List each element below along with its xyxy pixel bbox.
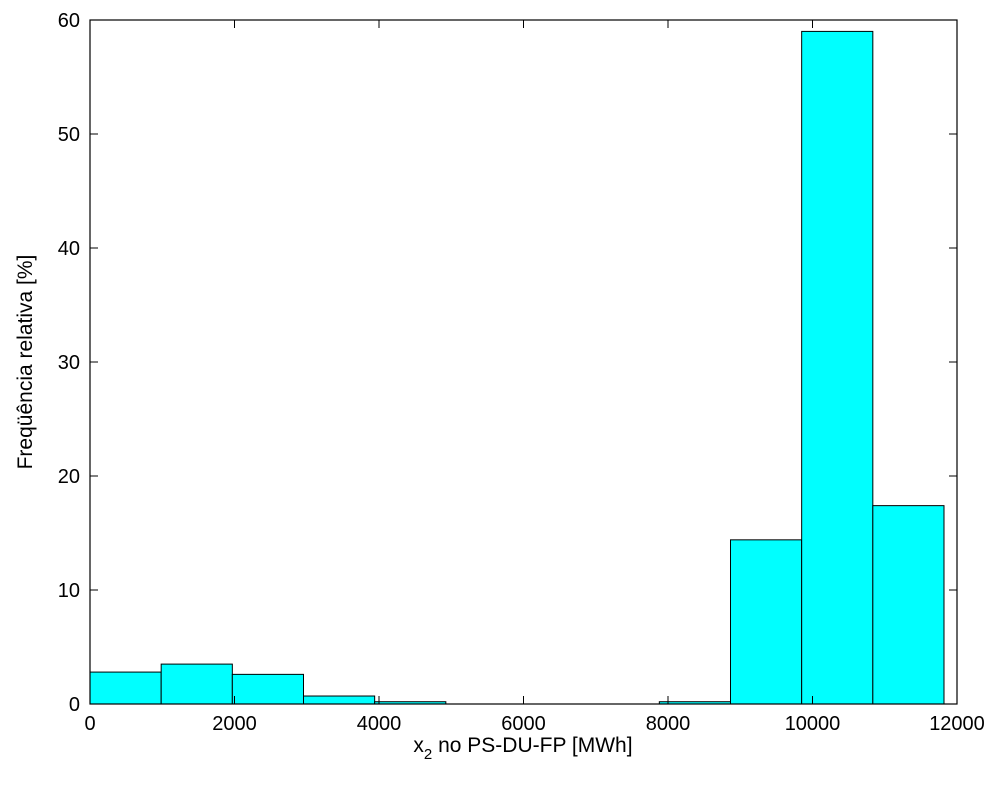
histogram-bar-2 (231, 673, 304, 705)
histogram-bar-10 (801, 30, 874, 705)
y-tick-label-6: 60 (58, 10, 80, 32)
y-tick-label-2: 20 (58, 466, 80, 488)
y-tick-label-0: 0 (69, 694, 80, 716)
tick-labels-group: 0 2000 4000 6000 8000 10000 12000 0 10 20 30 40 50 60 (58, 10, 985, 735)
x-axis-label: x2 no PS-DU-FP [MWh] (413, 734, 632, 763)
x-tick-label-1: 2000 (212, 713, 257, 735)
x-tick-label-6: 12000 (929, 713, 985, 735)
x-tick-label-4: 8000 (646, 713, 691, 735)
x-tick-label-3: 6000 (501, 713, 546, 735)
y-tick-label-5: 50 (58, 124, 80, 146)
ticks-group (89, 19, 958, 705)
x-tick-label-0: 0 (84, 713, 95, 735)
bars-group (89, 30, 945, 705)
histogram-bar-0 (89, 671, 162, 705)
x-tick-label-5: 10000 (785, 713, 841, 735)
histogram-bar-1 (160, 663, 233, 705)
y-tick-label-4: 40 (58, 238, 80, 260)
histogram-bar-9 (729, 539, 803, 705)
y-tick-label-3: 30 (58, 352, 80, 374)
histogram-bar-3 (302, 695, 376, 705)
histogram-bar-11 (872, 505, 945, 705)
y-axis-label: Freqüência relativa [%] (14, 255, 37, 470)
y-tick-label-1: 10 (58, 580, 80, 602)
x-tick-label-2: 4000 (357, 713, 402, 735)
